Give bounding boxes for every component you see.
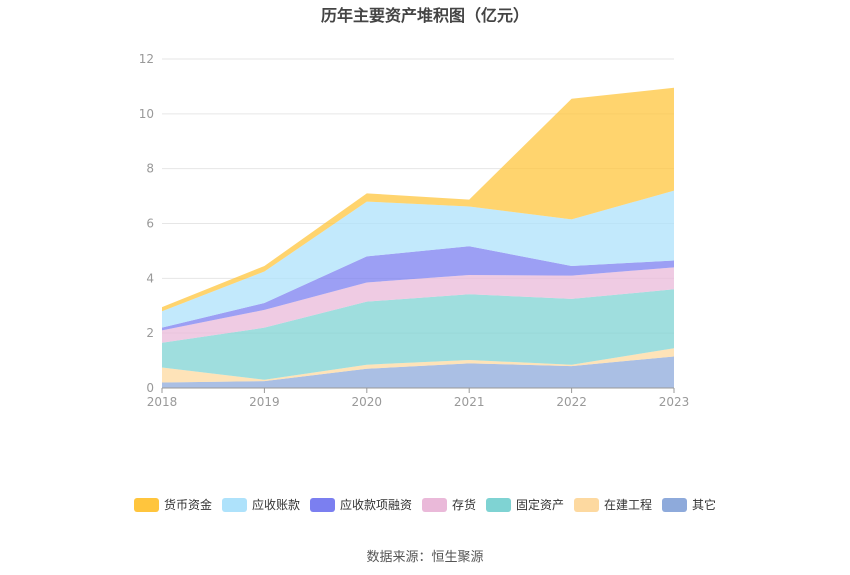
area-series-货币资金 xyxy=(162,87,674,312)
legend-item[interactable]: 固定资产 xyxy=(486,496,564,513)
legend-item[interactable]: 货币资金 xyxy=(133,496,212,513)
y-tick-label: 8 xyxy=(146,162,154,176)
x-tick-label: 2021 xyxy=(454,395,485,409)
y-tick-label: 0 xyxy=(146,381,154,395)
legend-label: 应收款项融资 xyxy=(339,498,412,512)
legend-item[interactable]: 其它 xyxy=(662,496,716,513)
area-series-应收账款 xyxy=(162,190,674,328)
data-source-note: 数据来源：恒生聚源 xyxy=(366,550,484,565)
legend-label: 其它 xyxy=(692,498,717,512)
area-series-存货 xyxy=(162,267,674,343)
x-tick-label: 2023 xyxy=(659,395,690,409)
legend-label: 固定资产 xyxy=(516,498,565,512)
legend-item[interactable]: 应收账款 xyxy=(221,496,300,513)
axes: 0 2 4 6 8 10 12 2018 2019 2020 2021 2022 2023 xyxy=(139,52,690,409)
y-tick-label: 6 xyxy=(146,217,154,231)
legend-label: 应收账款 xyxy=(251,498,300,512)
legend-label: 货币资金 xyxy=(163,498,212,512)
stacked-area-chart: 0 2 4 6 8 10 12 2018 2019 2020 2021 2022 2023 xyxy=(139,52,690,409)
legend-swatch xyxy=(133,497,159,512)
area-series xyxy=(162,87,674,388)
legend-swatch xyxy=(309,497,335,512)
legend-swatch xyxy=(486,497,511,512)
x-tick-label: 2020 xyxy=(352,395,383,409)
area-series-其它 xyxy=(162,356,674,388)
y-tick-label: 4 xyxy=(146,271,154,285)
y-tick-label: 12 xyxy=(139,52,154,66)
x-tick-label: 2022 xyxy=(556,395,587,409)
legend-item[interactable]: 存货 xyxy=(421,496,476,513)
area-series-固定资产 xyxy=(162,289,674,380)
legend-swatch xyxy=(662,497,688,512)
y-tick-label: 10 xyxy=(139,107,154,121)
y-tick-label: 2 xyxy=(146,326,154,340)
legend-swatch xyxy=(221,497,247,512)
legend-item[interactable]: 在建工程 xyxy=(574,496,652,513)
area-series-应收款项融资 xyxy=(162,246,674,331)
x-tick-label: 2019 xyxy=(249,395,280,409)
chart-title: 历年主要资产堆积图（亿元） xyxy=(320,6,529,25)
legend-swatch xyxy=(574,497,600,512)
area-series-在建工程 xyxy=(162,348,674,383)
legend-swatch xyxy=(421,497,447,512)
x-tick-label: 2018 xyxy=(147,395,178,409)
legend-label: 存货 xyxy=(451,498,476,512)
legend: 货币资金 应收账款 应收款项融资 存货 固定资产 在建工程 其它 xyxy=(0,496,850,513)
legend-label: 在建工程 xyxy=(604,498,653,512)
legend-item[interactable]: 应收款项融资 xyxy=(309,496,412,513)
